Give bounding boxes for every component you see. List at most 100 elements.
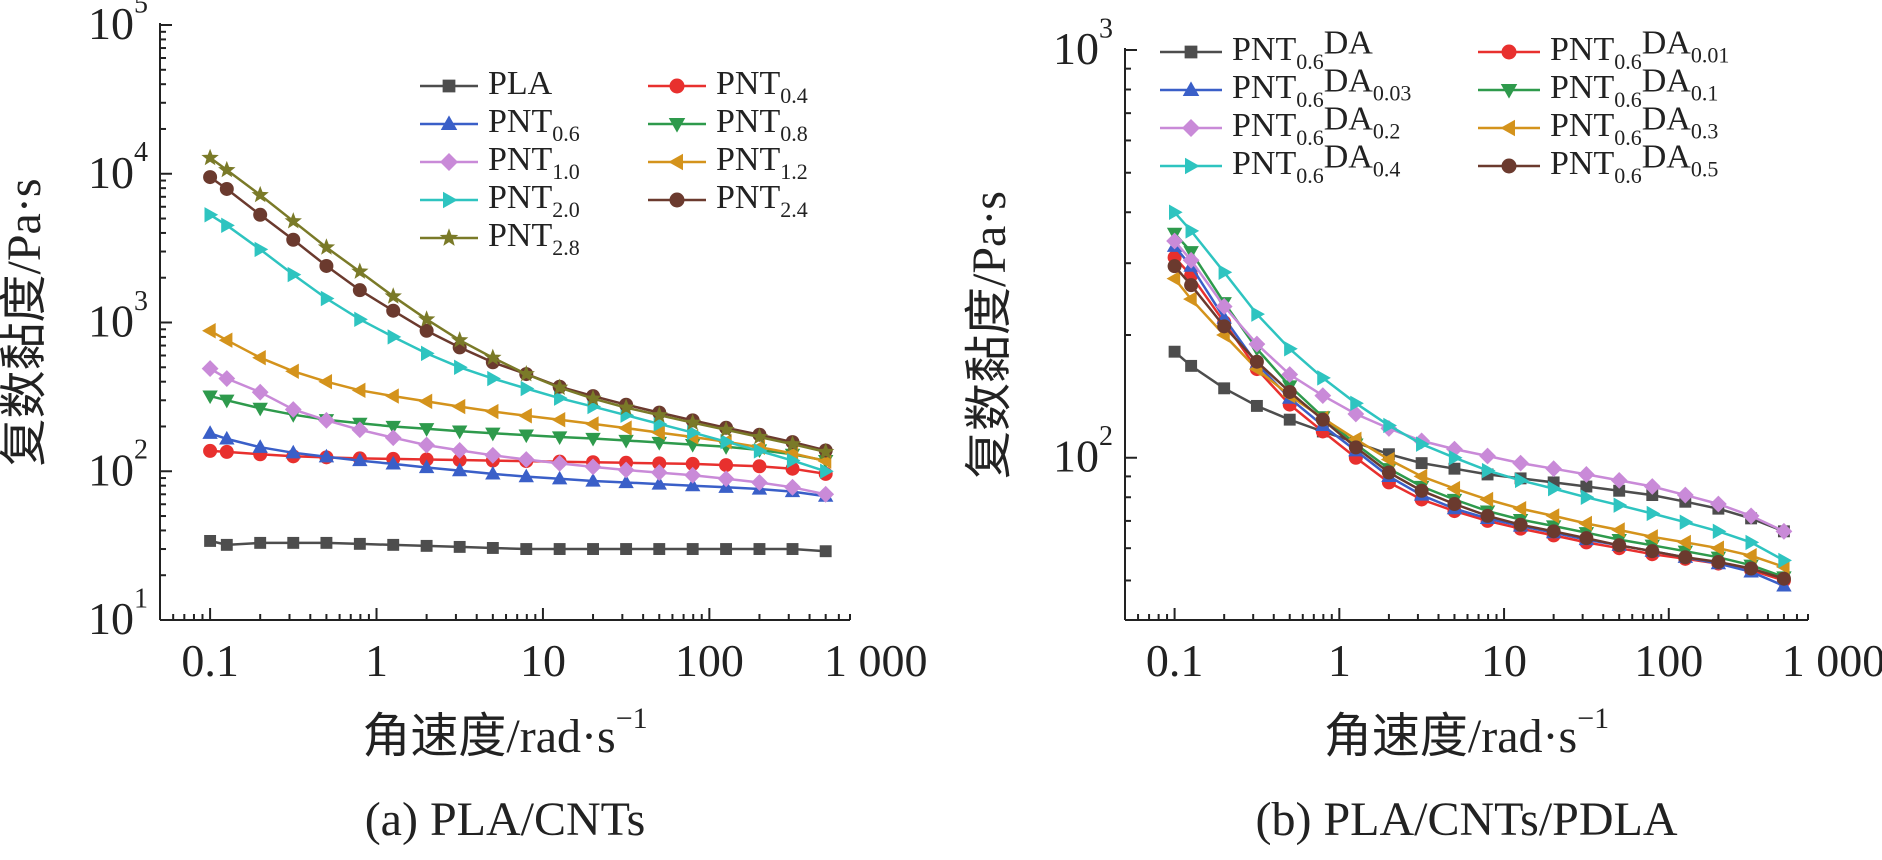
- panel-caption: (a) PLA/CNTs: [365, 793, 646, 846]
- data-point: [1744, 561, 1759, 576]
- legend-label: PLA: [488, 65, 553, 102]
- data-point: [684, 466, 702, 484]
- data-point: [354, 311, 368, 328]
- series-pnt-0_6-da-0_03: [1166, 238, 1792, 592]
- data-point: [518, 429, 534, 444]
- data-point: [285, 363, 299, 379]
- legend-entry: PNT0.6DA0.1: [1478, 62, 1718, 112]
- data-point: [1283, 413, 1296, 426]
- data-point: [1166, 232, 1183, 250]
- data-point: [252, 349, 266, 366]
- data-point: [451, 398, 466, 415]
- data-point: [650, 406, 668, 423]
- data-point: [387, 538, 400, 551]
- data-point: [1646, 489, 1659, 502]
- data-point: [219, 444, 234, 459]
- data-point: [351, 421, 369, 439]
- data-point: [287, 266, 302, 283]
- y-tick-label: 103: [88, 286, 148, 347]
- data-point: [1217, 319, 1232, 334]
- legend-entry: PNT0.8: [648, 103, 808, 146]
- legend-marker: [439, 228, 459, 246]
- data-point: [1612, 538, 1627, 553]
- legend-marker: [1500, 84, 1518, 99]
- data-point: [420, 539, 433, 552]
- data-point: [1251, 306, 1265, 322]
- data-point: [1317, 370, 1331, 386]
- data-point: [484, 403, 499, 420]
- data-point: [287, 536, 300, 549]
- data-point: [352, 283, 367, 298]
- data-point: [285, 444, 301, 459]
- data-point: [204, 207, 219, 223]
- data-point: [1446, 440, 1463, 458]
- data-point: [1643, 478, 1661, 495]
- data-point: [1548, 480, 1562, 497]
- data-point: [419, 323, 434, 338]
- panel-caption: (b) PLA/CNTs/PDLA: [1256, 793, 1678, 846]
- legend-label: PNT2.4: [716, 179, 808, 222]
- data-point: [1166, 270, 1181, 287]
- data-point: [684, 413, 702, 431]
- legend-label: PNT0.8: [716, 103, 808, 146]
- x-tick-label: 1: [365, 635, 388, 686]
- data-point: [1315, 412, 1330, 427]
- data-point: [1248, 335, 1266, 353]
- legend-marker: [669, 192, 685, 208]
- data-point: [584, 458, 602, 476]
- data-point: [1215, 298, 1233, 315]
- data-point: [720, 543, 733, 555]
- data-point: [1168, 345, 1181, 358]
- y-tick-label: 102: [88, 435, 148, 496]
- legend-entry: PNT0.6DA0.01: [1478, 24, 1729, 74]
- data-point: [451, 442, 469, 459]
- data-point: [620, 543, 633, 555]
- data-point: [1413, 468, 1428, 485]
- y-tick-label: 103: [1053, 13, 1113, 74]
- data-point: [1448, 450, 1463, 466]
- x-tick-label: 10: [1481, 635, 1527, 686]
- legend-marker: [440, 115, 458, 130]
- data-point: [518, 468, 534, 483]
- data-point: [318, 373, 333, 390]
- axes: 0.1 1 10 100 1 000 102 103: [1053, 13, 1882, 686]
- data-point: [1778, 552, 1792, 569]
- data-point: [1249, 354, 1264, 369]
- data-point: [783, 435, 802, 452]
- data-point: [286, 232, 301, 247]
- legend-marker: [669, 78, 685, 94]
- data-point: [485, 427, 501, 442]
- legend-label: PNT2.8: [488, 217, 580, 260]
- data-point: [418, 393, 433, 410]
- data-point: [551, 470, 568, 485]
- data-point: [652, 456, 667, 471]
- data-point: [453, 540, 466, 553]
- data-point: [385, 455, 401, 470]
- data-point: [487, 370, 501, 387]
- x-tick-label: 10: [520, 635, 566, 686]
- data-point: [1743, 548, 1757, 564]
- data-point: [1679, 514, 1694, 530]
- legend-entry: PNT0.6DA0.03: [1160, 62, 1411, 112]
- data-point: [719, 458, 734, 473]
- legend-entry: PNT0.6: [420, 103, 580, 146]
- data-point: [1611, 522, 1625, 538]
- legend-marker: [1501, 158, 1517, 174]
- data-point: [1480, 508, 1495, 523]
- data-point: [452, 453, 467, 468]
- data-point: [218, 332, 233, 348]
- data-point: [817, 442, 835, 460]
- data-point: [1580, 480, 1593, 493]
- chart-panel-b: 0.1 1 10 100 1 000 102 103 复数黏度/Pa·s 角速度/rad·s−1…: [963, 13, 1882, 846]
- data-point: [517, 451, 535, 468]
- series-pnt-0_6-da-0_01: [1167, 250, 1791, 588]
- data-point: [651, 476, 667, 490]
- series-line: [1173, 245, 1785, 588]
- data-point: [351, 382, 366, 399]
- legend-marker: [442, 79, 456, 93]
- legend-entry: PNT0.6DA0.3: [1478, 100, 1718, 150]
- data-point: [1383, 417, 1397, 434]
- data-point: [617, 398, 635, 415]
- data-point: [201, 148, 219, 166]
